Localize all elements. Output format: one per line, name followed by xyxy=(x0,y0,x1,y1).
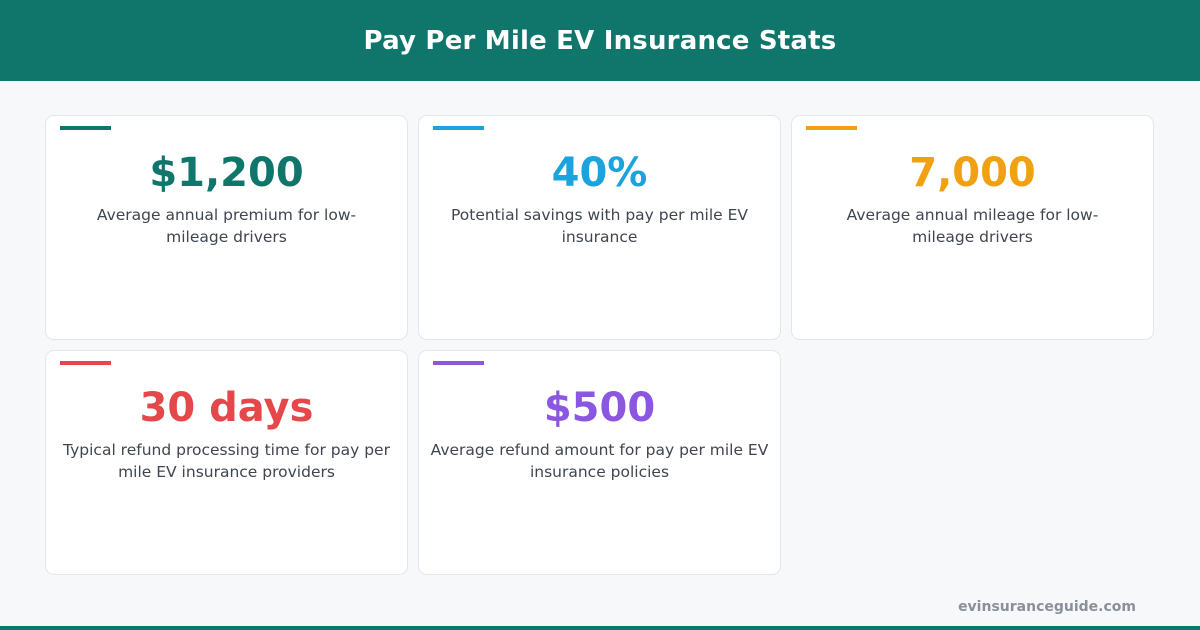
stat-value: 7,000 xyxy=(909,150,1036,196)
stat-card-premium: $1,200 Average annual premium for low-mi… xyxy=(45,115,408,340)
footer-bar xyxy=(0,626,1200,630)
stat-card-mileage: 7,000 Average annual mileage for low-mil… xyxy=(791,115,1154,340)
site-url: evinsuranceguide.com xyxy=(958,599,1136,615)
stat-card-refund-time: 30 days Typical refund processing time f… xyxy=(45,350,408,575)
card-accent-bar xyxy=(60,361,111,365)
stat-description: Average annual premium for low-mileage d… xyxy=(96,206,357,246)
stat-description: Typical refund processing time for pay p… xyxy=(63,441,390,481)
stat-description: Average refund amount for pay per mile E… xyxy=(430,441,769,481)
stat-value: $1,200 xyxy=(149,150,304,196)
stat-value: 30 days xyxy=(139,385,314,431)
card-accent-bar xyxy=(433,126,484,130)
card-accent-bar xyxy=(433,361,484,365)
stat-card-refund-amount: $500 Average refund amount for pay per m… xyxy=(418,350,781,575)
stat-description: Average annual mileage for low-mileage d… xyxy=(846,206,1099,246)
stat-card-savings: 40% Potential savings with pay per mile … xyxy=(418,115,781,340)
stat-description: Potential savings with pay per mile EV i… xyxy=(450,206,749,246)
card-accent-bar xyxy=(60,126,111,130)
page-title: Pay Per Mile EV Insurance Stats xyxy=(363,25,837,56)
card-accent-bar xyxy=(806,126,857,130)
stat-value: 40% xyxy=(551,150,648,196)
header-banner: Pay Per Mile EV Insurance Stats xyxy=(0,0,1200,81)
stat-value: $500 xyxy=(543,385,656,431)
